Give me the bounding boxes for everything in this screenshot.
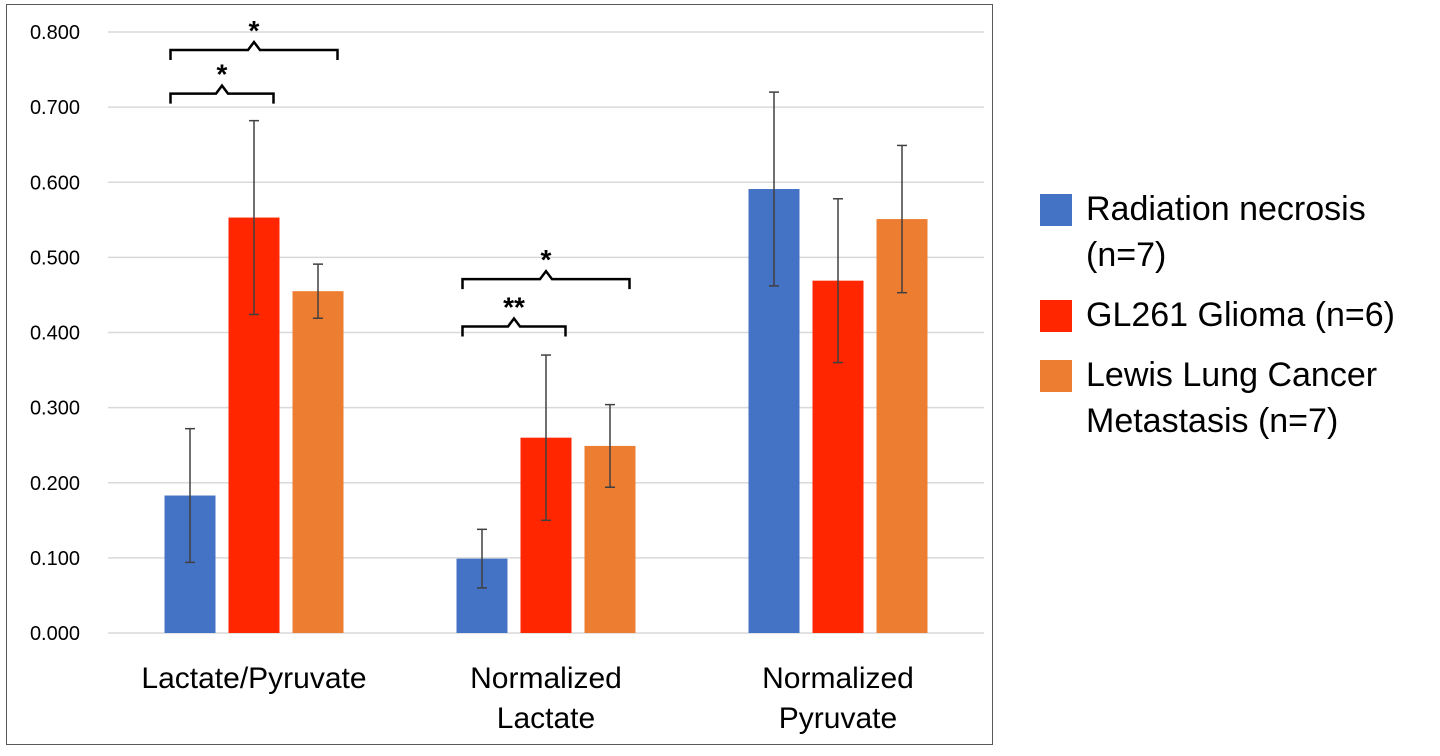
legend-swatch: [1040, 194, 1072, 226]
y-tick-label: 0.300: [30, 398, 80, 420]
y-tick-label: 0.800: [30, 22, 80, 44]
significance-bracket: [461, 269, 631, 290]
x-category-label: Normalized: [762, 662, 914, 695]
y-tick-label: 0.500: [30, 247, 80, 269]
x-category-label: Normalized: [470, 662, 622, 695]
y-tick-label: 0.000: [30, 623, 80, 645]
significance-label: *: [249, 15, 260, 46]
significance-label: *: [217, 59, 228, 90]
legend-item-gl261-glioma: GL261 Glioma (n=6): [1040, 292, 1430, 338]
significance-label: *: [541, 244, 552, 275]
legend-label: Lewis Lung Cancer Metastasis (n=7): [1086, 356, 1378, 440]
significance-bracket: [169, 39, 339, 61]
y-tick-label: 0.100: [30, 548, 80, 570]
bar: [292, 291, 344, 633]
legend-label: GL261 Glioma (n=6): [1086, 296, 1395, 334]
x-category-label: Lactate/Pyruvate: [141, 662, 366, 695]
x-category-label: Lactate: [497, 702, 595, 735]
legend: Radiation necrosis (n=7) GL261 Glioma (n…: [1040, 186, 1430, 458]
x-category-label: Pyruvate: [779, 702, 897, 735]
y-tick-label: 0.200: [30, 473, 80, 495]
legend-item-radiation-necrosis: Radiation necrosis (n=7): [1040, 186, 1430, 278]
significance-label: **: [503, 291, 525, 322]
legend-label: Radiation necrosis (n=7): [1086, 190, 1366, 274]
significance-bracket: [169, 83, 275, 104]
significance-bracket: [461, 316, 567, 337]
y-tick-label: 0.700: [30, 97, 80, 119]
legend-swatch: [1040, 300, 1072, 332]
legend-item-lewis-lung: Lewis Lung Cancer Metastasis (n=7): [1040, 352, 1430, 444]
chart-frame: [6, 4, 993, 745]
y-tick-label: 0.600: [30, 172, 80, 194]
legend-swatch: [1040, 360, 1072, 392]
y-tick-label: 0.400: [30, 323, 80, 345]
